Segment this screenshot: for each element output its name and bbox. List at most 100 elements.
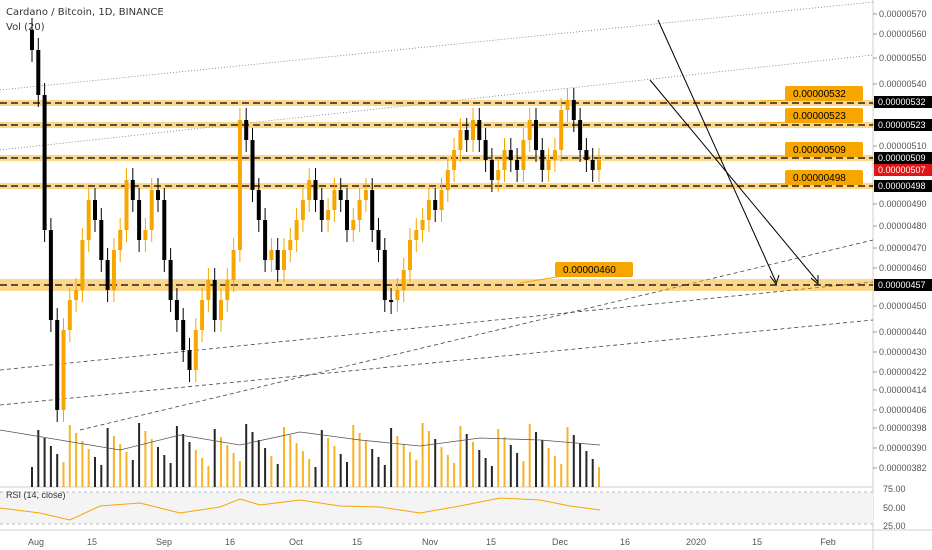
volume-bar bbox=[415, 460, 418, 487]
candle-body bbox=[338, 190, 343, 200]
level-label-box bbox=[785, 142, 863, 157]
price-tick-label: 0.00000470 bbox=[879, 243, 927, 253]
candle-body bbox=[99, 220, 104, 260]
candle-body bbox=[408, 240, 412, 270]
volume-bar bbox=[346, 462, 348, 487]
level-label-text: 0.00000532 bbox=[793, 89, 846, 100]
candle-body bbox=[464, 130, 469, 140]
volume-bar bbox=[270, 456, 273, 487]
level-label-pointer bbox=[519, 275, 564, 284]
price-tick-label: 0.00000440 bbox=[879, 327, 927, 337]
volume-bar bbox=[301, 451, 304, 487]
volume-bar bbox=[421, 423, 424, 487]
volume-bar bbox=[106, 428, 109, 487]
candle-body bbox=[93, 200, 97, 220]
volume-bar bbox=[484, 458, 487, 487]
volume-bar bbox=[446, 455, 449, 487]
volume-bar bbox=[37, 430, 40, 487]
level-label-box bbox=[785, 86, 863, 101]
volume-bar bbox=[308, 459, 311, 487]
volume-bar bbox=[459, 426, 462, 487]
volume-bar bbox=[213, 429, 216, 487]
volume-bar bbox=[572, 435, 575, 487]
candle-body bbox=[30, 30, 34, 50]
upper-channel-line bbox=[0, 1, 874, 91]
time-tick-label: 15 bbox=[87, 537, 97, 547]
candle-body bbox=[130, 180, 135, 200]
candle-body bbox=[420, 220, 425, 230]
candle-body bbox=[42, 95, 47, 230]
candle-body bbox=[149, 190, 154, 230]
candle-body bbox=[515, 160, 520, 170]
volume-ma-line bbox=[0, 429, 601, 451]
volume-bar bbox=[245, 424, 248, 487]
volume-bar bbox=[62, 462, 65, 487]
level-band bbox=[0, 100, 873, 106]
candle-body bbox=[181, 320, 186, 350]
rsi-band bbox=[0, 492, 873, 524]
price-tick-label: 0.00000450 bbox=[879, 301, 927, 311]
time-tick-label: Feb bbox=[820, 537, 836, 547]
level-label-box bbox=[555, 262, 633, 277]
candle-body bbox=[477, 120, 482, 140]
volume-indicator-label[interactable]: Vol (20) bbox=[6, 22, 45, 33]
candle-body bbox=[370, 190, 375, 230]
axis-level-text: 0.00000498 bbox=[878, 181, 926, 191]
candle-body bbox=[212, 280, 217, 320]
volume-bar bbox=[560, 464, 563, 487]
candle-body bbox=[168, 260, 173, 300]
candle-body bbox=[288, 240, 293, 250]
price-tick-label: 0.00000430 bbox=[879, 347, 927, 357]
time-tick-label: 2020 bbox=[686, 537, 706, 547]
volume-bar bbox=[327, 438, 330, 487]
candle-body bbox=[597, 160, 601, 170]
candle-body bbox=[489, 160, 494, 180]
candle-body bbox=[225, 280, 230, 300]
symbol-title[interactable]: Cardano / Bitcoin, 1D, BINANCE bbox=[6, 7, 164, 18]
chart-header: Cardano / Bitcoin, 1D, BINANCE Vol (20) bbox=[6, 5, 164, 35]
volume-bar bbox=[226, 445, 229, 487]
candle-body bbox=[118, 230, 123, 250]
volume-bar bbox=[453, 463, 456, 487]
volume-bar bbox=[43, 438, 46, 487]
volume-bar bbox=[497, 429, 500, 487]
candle-body bbox=[426, 200, 431, 220]
candle-body bbox=[445, 170, 450, 190]
volume-bar bbox=[238, 461, 241, 487]
volume-bar bbox=[440, 447, 443, 487]
rsi-tick-label: 75.00 bbox=[883, 484, 906, 494]
volume-bar bbox=[478, 450, 481, 487]
candle-body bbox=[275, 250, 280, 270]
axis-level-text: 0.00000523 bbox=[878, 120, 926, 130]
projection-arrow bbox=[649, 79, 819, 283]
price-tick-label: 0.00000510 bbox=[879, 141, 927, 151]
volume-bar bbox=[283, 427, 285, 487]
candle-body bbox=[156, 190, 160, 200]
volume-bar bbox=[339, 454, 342, 487]
volume-bar bbox=[516, 453, 519, 487]
level-label-text: 0.00000460 bbox=[563, 265, 616, 276]
candle-body bbox=[552, 150, 557, 160]
price-tick-label: 0.00000490 bbox=[879, 199, 927, 209]
volume-bar bbox=[409, 452, 411, 487]
volume-bar bbox=[535, 432, 537, 487]
level-band bbox=[0, 122, 873, 128]
candle-body bbox=[313, 180, 318, 200]
time-tick-label: 16 bbox=[620, 537, 630, 547]
candle-body bbox=[452, 150, 457, 170]
axis-level-box bbox=[874, 119, 932, 131]
time-tick-label: Aug bbox=[28, 537, 44, 547]
price-tick-label: 0.00000570 bbox=[879, 9, 927, 19]
candle-body bbox=[571, 100, 576, 120]
candle-body bbox=[250, 140, 255, 190]
time-tick-label: 15 bbox=[752, 537, 762, 547]
candle-body bbox=[124, 180, 129, 230]
time-tick-label: 15 bbox=[352, 537, 362, 547]
candle-body bbox=[326, 210, 331, 220]
volume-bar bbox=[68, 425, 71, 487]
volume-bar bbox=[125, 452, 128, 487]
candle-body bbox=[351, 220, 356, 230]
candle-body bbox=[219, 300, 223, 320]
volume-bar bbox=[377, 457, 380, 487]
